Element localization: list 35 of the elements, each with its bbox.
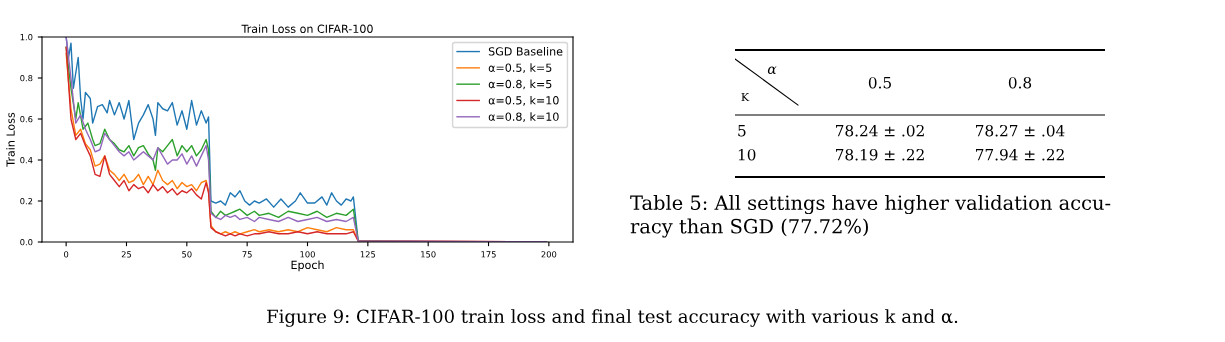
y-tick-label: 0.4 bbox=[20, 156, 33, 164]
x-tick-label: 175 bbox=[481, 251, 496, 258]
x-tick-label: 25 bbox=[121, 251, 132, 258]
category-label: 0.5 bbox=[868, 76, 891, 89]
text: 77.94 ± .22 bbox=[976, 148, 1064, 161]
y-tick-label: 0.8 bbox=[20, 74, 33, 82]
text: α bbox=[767, 66, 777, 74]
legend-label: α=0.8, k=10 bbox=[488, 112, 559, 122]
caption: Figure 9: CIFAR-100 train loss and final test accuracy with various k and α. bbox=[267, 309, 958, 327]
x-tick-label: 0 bbox=[64, 251, 69, 258]
category-label: 0.8 bbox=[1008, 76, 1032, 89]
text: 78.27 ± .04 bbox=[976, 124, 1065, 137]
x-tick-label: 200 bbox=[541, 251, 557, 258]
text: 78.19 ± .22 bbox=[836, 148, 924, 161]
legend-label: α=0.5, k=10 bbox=[488, 95, 559, 106]
text: 78.24 ± .02 bbox=[836, 124, 924, 137]
category-label: 10 bbox=[738, 148, 756, 161]
x-tick-label: 75 bbox=[242, 251, 252, 258]
x-tick-label: 50 bbox=[182, 251, 192, 258]
legend-label: α=0.5, k=5 bbox=[488, 63, 552, 74]
x-tick-label: 100 bbox=[300, 251, 315, 258]
legend-label: α=0.8, k=5 bbox=[488, 79, 552, 90]
caption: Table 5: All settings have higher validation accu- racy than SGD (77.72%) bbox=[630, 195, 1111, 238]
y-axis-title: Train Loss bbox=[6, 112, 15, 167]
chart-title: Train Loss on CIFAR-100 bbox=[241, 24, 373, 33]
x-tick-label: 150 bbox=[421, 251, 436, 258]
y-tick-label: 0.2 bbox=[20, 197, 33, 205]
text: K bbox=[741, 92, 750, 102]
y-tick-label: 1.0 bbox=[20, 33, 33, 41]
y-tick-label: 0.6 bbox=[20, 115, 33, 123]
category-label: 5 bbox=[738, 125, 746, 137]
legend-label: SGD Baseline bbox=[488, 47, 563, 56]
y-tick-label: 0.0 bbox=[20, 238, 33, 246]
x-tick-label: 125 bbox=[360, 251, 376, 258]
x-axis-title: Epoch bbox=[291, 260, 324, 272]
